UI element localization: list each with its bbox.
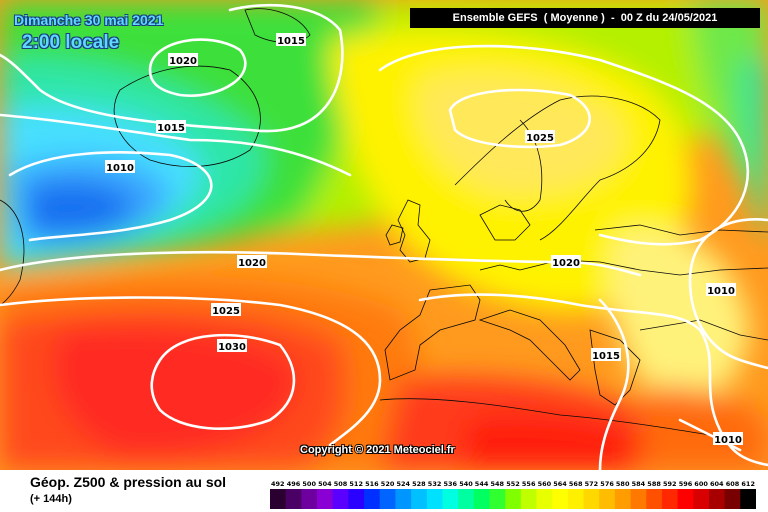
legend-value-label: 492 (271, 480, 285, 488)
isobar-label: 1015 (157, 123, 185, 134)
legend-color-swatch (740, 489, 756, 509)
legend-color-swatch (583, 489, 600, 509)
legend-value-label: 532 (428, 480, 442, 488)
legend-color-swatch (348, 489, 365, 509)
legend-value-label: 540 (459, 480, 473, 488)
isobar-label: 1010 (106, 163, 134, 174)
legend-value-label: 512 (349, 480, 363, 488)
legend-value-label: 524 (397, 480, 411, 488)
legend-value-label: 568 (569, 480, 583, 488)
legend-value-label: 604 (710, 480, 724, 488)
legend-value-label: 588 (647, 480, 661, 488)
forecast-local-time: 2:00 locale (22, 32, 120, 53)
coastlines (0, 8, 768, 441)
isobar-label: 1020 (169, 56, 197, 67)
isobar-label: 1015 (592, 351, 620, 362)
legend-value-label: 572 (585, 480, 599, 488)
legend-color-swatch (520, 489, 537, 509)
legend-value-label: 580 (616, 480, 630, 488)
legend-value-label: 608 (726, 480, 740, 488)
product-title: Géop. Z500 & pression au sol (30, 474, 227, 490)
isobar-label: 1030 (218, 342, 246, 353)
legend-value-label: 564 (553, 480, 567, 488)
legend-color-swatch (270, 489, 287, 509)
legend-value-label: 544 (475, 480, 489, 488)
legend-value-label: 516 (365, 480, 379, 488)
legend-value-label: 496 (287, 480, 301, 488)
legend-value-label: 504 (318, 480, 332, 488)
legend-value-label: 556 (522, 480, 536, 488)
isobar-label: 1025 (526, 133, 554, 144)
legend-color-swatch (552, 489, 569, 509)
legend-color-swatch (489, 489, 506, 509)
isobar-label: 1010 (707, 286, 735, 297)
legend-color-swatch (677, 489, 694, 509)
isobar-label: 1015 (277, 36, 305, 47)
legend-value-label: 560 (538, 480, 552, 488)
legend-color-swatch (614, 489, 632, 509)
legend-value-label: 612 (741, 480, 755, 488)
legend-color-swatch (395, 489, 412, 509)
legend-color-swatch (442, 489, 459, 509)
legend-value-label: 508 (334, 480, 348, 488)
model-run-info: Ensemble GEFS ( Moyenne ) - 00 Z du 24/0… (410, 8, 760, 28)
legend-color-swatch (567, 489, 585, 509)
legend-value-label: 548 (491, 480, 505, 488)
legend-color-swatch (301, 489, 318, 509)
weather-map: 1015 1020 1015 1010 1020 1025 1030 1025 … (0, 0, 768, 470)
copyright-notice: Copyright © 2021 Meteociel.fr (300, 444, 455, 456)
legend-color-swatch (364, 489, 381, 509)
legend-value-label: 596 (679, 480, 693, 488)
legend-value-label: 592 (663, 480, 677, 488)
legend-color-swatch (709, 489, 726, 509)
legend-value-label: 576 (600, 480, 614, 488)
legend-value-label: 584 (632, 480, 646, 488)
legend-color-swatch (317, 489, 334, 509)
legend-color-swatch (693, 489, 710, 509)
legend-color-swatch (411, 489, 428, 509)
legend-color-swatch (724, 489, 741, 509)
legend-color-swatch (426, 489, 443, 509)
isobar-label: 1010 (714, 435, 742, 446)
legend-color-swatch (599, 489, 616, 509)
legend-color-swatch (661, 489, 679, 509)
forecast-date: Dimanche 30 mai 2021 (14, 12, 164, 28)
isobar-label: 1020 (238, 258, 266, 269)
legend-color-swatch (285, 489, 302, 509)
isobar-label: 1020 (552, 258, 580, 269)
isobar-labels: 1015 1020 1015 1010 1020 1025 1030 1025 … (105, 33, 743, 446)
legend-color-swatch (505, 489, 522, 509)
legend-color-swatch (646, 489, 663, 509)
legend-color-swatch (536, 489, 553, 509)
legend-color-swatch (332, 489, 349, 509)
forecast-step: (+ 144h) (30, 493, 72, 505)
legend-color-swatch (473, 489, 490, 509)
legend-color-swatch (458, 489, 475, 509)
isobar-label: 1025 (212, 306, 240, 317)
color-scale-legend: 492 496 500 504 508 512 516 520 524 528 532 536 540 5… (270, 480, 756, 509)
legend-value-label: 536 (444, 480, 458, 488)
geopotential-field (0, 0, 768, 470)
legend-value-label: 500 (302, 480, 316, 488)
legend-value-label: 600 (694, 480, 708, 488)
legend-value-label: 520 (381, 480, 395, 488)
legend-value-label: 528 (412, 480, 426, 488)
legend-color-swatch (630, 489, 647, 509)
isobars (0, 3, 768, 470)
legend-color-swatch (379, 489, 396, 509)
legend-value-label: 552 (506, 480, 520, 488)
